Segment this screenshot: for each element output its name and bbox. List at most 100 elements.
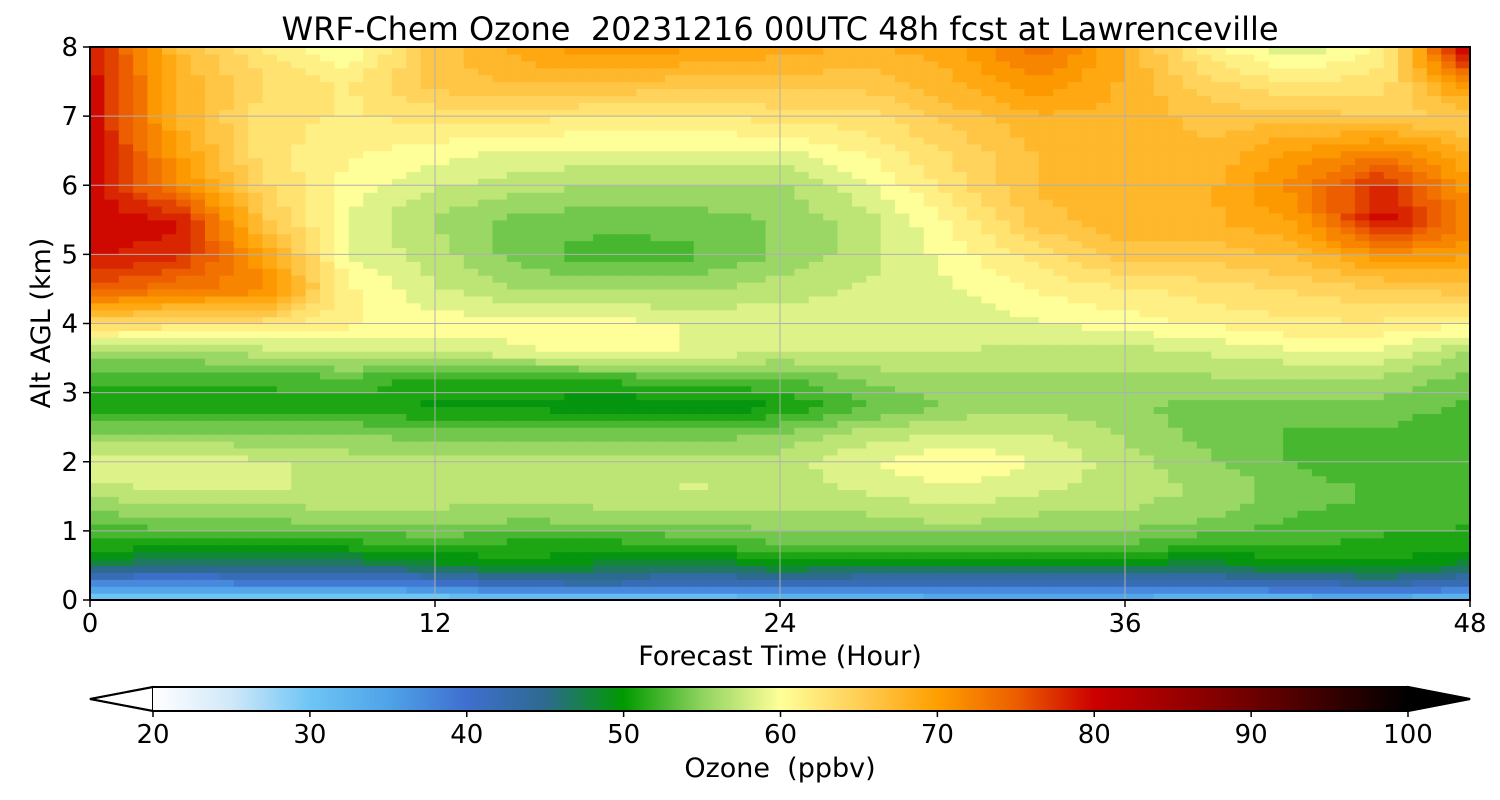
contour-cell bbox=[276, 295, 292, 304]
contour-cell bbox=[1168, 302, 1184, 311]
contour-cell bbox=[808, 482, 824, 490]
contour-cell bbox=[219, 371, 235, 380]
contour-cell bbox=[851, 247, 867, 255]
contour-cell bbox=[1067, 330, 1083, 338]
contour-cell bbox=[1311, 282, 1327, 290]
contour-cell bbox=[391, 358, 407, 366]
contour-cell bbox=[851, 427, 867, 435]
contour-cell bbox=[276, 351, 292, 359]
contour-cell bbox=[190, 586, 206, 594]
contour-cell bbox=[665, 530, 680, 539]
contour-cell bbox=[1153, 413, 1169, 421]
contour-cell bbox=[1369, 295, 1385, 304]
contour-cell bbox=[133, 489, 149, 497]
contour-cell bbox=[1024, 385, 1040, 394]
contour-cell bbox=[1139, 295, 1155, 304]
contour-cell bbox=[1283, 399, 1299, 408]
contour-cell bbox=[693, 247, 709, 255]
contour-cell bbox=[262, 454, 278, 463]
contour-cell bbox=[1254, 330, 1270, 338]
contour-cell bbox=[521, 399, 537, 408]
contour-cell bbox=[1268, 247, 1284, 255]
contour-cell bbox=[205, 482, 220, 490]
contour-cell bbox=[736, 406, 752, 414]
contour-cell bbox=[104, 447, 120, 456]
contour-cell bbox=[334, 510, 350, 518]
contour-cell bbox=[1053, 330, 1069, 338]
contour-cell bbox=[564, 378, 580, 387]
contour-cell bbox=[1081, 358, 1097, 366]
contour-cell bbox=[391, 496, 407, 504]
contour-cell bbox=[1053, 510, 1069, 518]
contour-cell bbox=[1168, 378, 1184, 387]
contour-cell bbox=[1283, 593, 1299, 600]
contour-cell bbox=[1369, 392, 1385, 401]
contour-cell bbox=[1254, 489, 1270, 497]
contour-cell bbox=[1355, 413, 1370, 421]
contour-cell bbox=[435, 586, 450, 594]
contour-cell bbox=[1340, 510, 1356, 518]
contour-cell bbox=[1254, 544, 1270, 553]
contour-cell bbox=[90, 358, 105, 366]
contour-cell bbox=[751, 385, 767, 394]
contour-cell bbox=[851, 268, 867, 276]
contour-cell bbox=[794, 302, 810, 311]
contour-cell bbox=[320, 523, 335, 532]
contour-cell bbox=[966, 275, 982, 283]
contour-cell bbox=[837, 489, 853, 497]
contour-cell bbox=[205, 240, 220, 249]
contour-cell bbox=[1426, 489, 1442, 497]
contour-cell bbox=[506, 537, 522, 546]
contour-cell bbox=[952, 593, 968, 600]
contour-cell bbox=[248, 537, 264, 546]
contour-cell bbox=[895, 510, 910, 518]
contour-cell bbox=[578, 399, 594, 408]
contour-cell bbox=[420, 316, 436, 325]
contour-cell bbox=[133, 434, 149, 442]
contour-cell bbox=[1139, 565, 1155, 573]
contour-cell bbox=[1240, 454, 1255, 463]
contour-cell bbox=[161, 358, 177, 366]
contour-cell bbox=[909, 288, 925, 297]
contour-cell bbox=[981, 565, 997, 573]
contour-cell bbox=[176, 371, 192, 380]
contour-cell bbox=[1196, 337, 1212, 345]
contour-cell bbox=[1297, 489, 1313, 497]
contour-cell bbox=[851, 454, 867, 463]
contour-cell bbox=[377, 261, 393, 269]
contour-cell bbox=[1153, 572, 1169, 580]
contour-cell bbox=[478, 309, 494, 318]
contour-cell bbox=[1067, 558, 1083, 567]
contour-cell bbox=[1240, 247, 1255, 255]
contour-cell bbox=[262, 530, 278, 539]
contour-cell bbox=[1412, 247, 1428, 255]
contour-cell bbox=[650, 358, 666, 366]
contour-cell bbox=[1110, 364, 1126, 373]
contour-cell bbox=[866, 392, 882, 401]
contour-cell bbox=[1412, 572, 1428, 580]
contour-cell bbox=[895, 441, 910, 449]
contour-cell bbox=[449, 586, 465, 594]
contour-cell bbox=[923, 454, 939, 463]
contour-cell bbox=[147, 295, 163, 304]
contour-cell bbox=[262, 268, 278, 276]
contour-cell bbox=[794, 558, 810, 567]
contour-cell bbox=[521, 558, 537, 567]
contour-cell bbox=[1024, 544, 1040, 553]
contour-cell bbox=[636, 323, 652, 332]
contour-cell bbox=[406, 399, 422, 408]
contour-cell bbox=[233, 275, 249, 283]
contour-cell bbox=[348, 240, 364, 249]
contour-cell bbox=[1441, 530, 1457, 539]
contour-cell bbox=[751, 275, 767, 283]
contour-cell bbox=[1110, 579, 1126, 587]
contour-cell bbox=[1038, 282, 1054, 290]
contour-cell bbox=[449, 309, 465, 318]
contour-cell bbox=[1096, 558, 1112, 567]
contour-cell bbox=[118, 295, 134, 304]
contour-cell bbox=[506, 288, 522, 297]
contour-cell bbox=[90, 413, 105, 421]
contour-cell bbox=[233, 288, 249, 297]
contour-cell bbox=[205, 434, 220, 442]
contour-cell bbox=[1225, 268, 1241, 276]
